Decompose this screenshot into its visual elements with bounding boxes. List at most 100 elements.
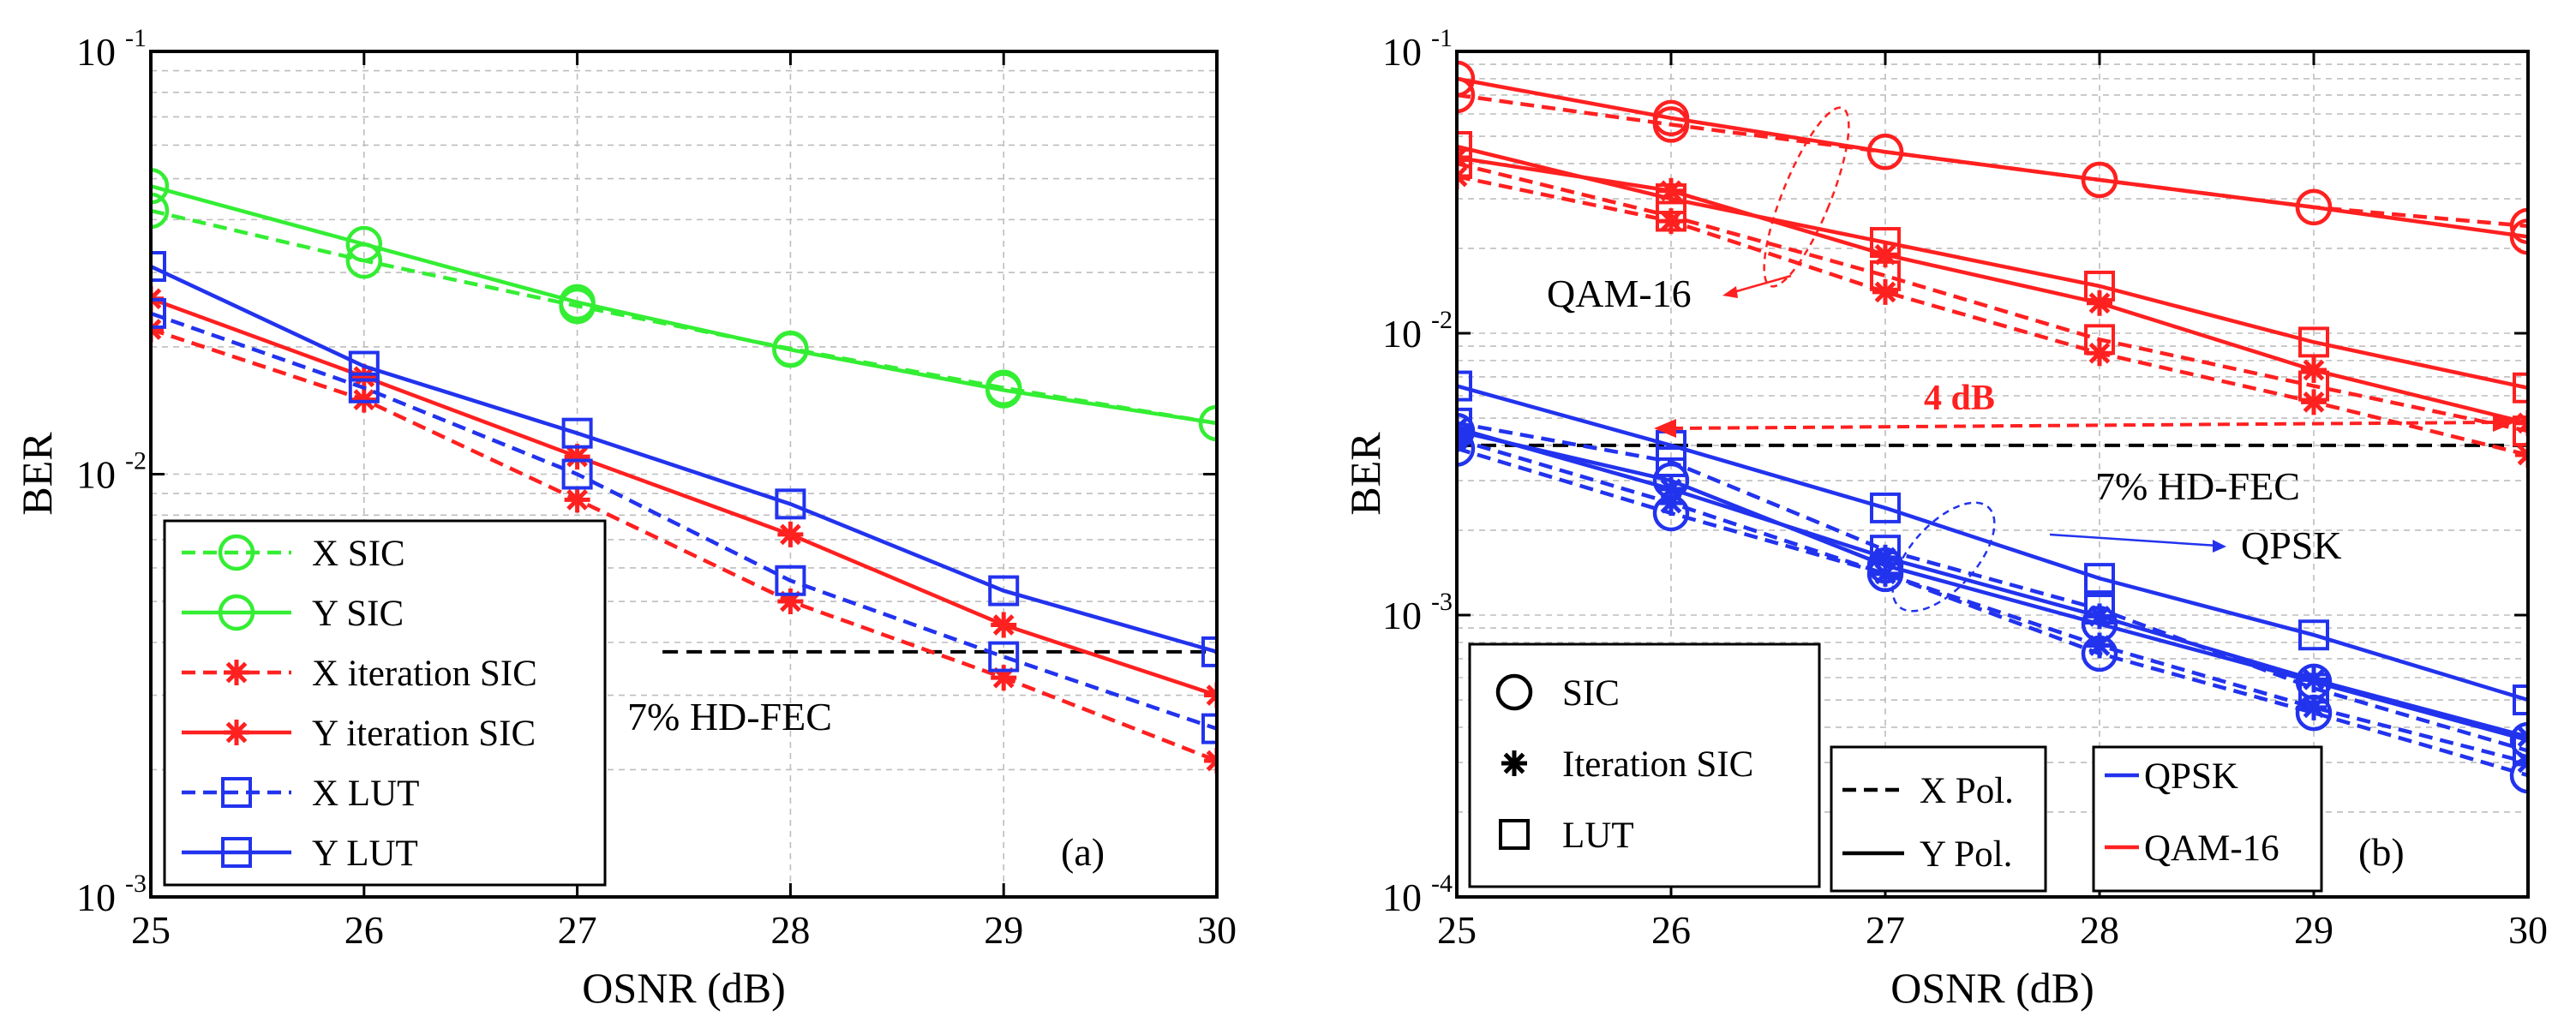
panel-b-data-point <box>2295 188 2333 226</box>
panel-b-data-point <box>2301 389 2327 415</box>
panel-b-data-point <box>2509 218 2528 255</box>
panel-b-legends: SIC Iteration SIC LUT X Pol. Y Pol. QPSK QAM-1… <box>1468 642 2323 893</box>
legend-b-marker-symbol <box>1495 673 1533 711</box>
panel-a-data-point <box>561 417 593 449</box>
panel-b-data-point <box>2513 415 2528 447</box>
panel-b-data-point <box>1658 177 1684 204</box>
panel-b-data-point <box>1457 370 1472 402</box>
panel-a-series-3 <box>151 285 1217 708</box>
panel-b-data-point <box>1457 130 1472 162</box>
panel-a-data-point <box>151 168 170 205</box>
panel-b-label: (b) <box>2358 830 2405 874</box>
panel-a-data-point <box>1201 713 1217 744</box>
legend-a-entry-label: Y iteration SIC <box>312 714 536 754</box>
legend-b-marker-label: Iteration SIC <box>1562 744 1753 785</box>
panel-b-ytick-exponent: -1 <box>1431 24 1453 52</box>
legend-b-marker-label: LUT <box>1562 816 1634 856</box>
panel-b-xtick-label: 29 <box>2294 908 2333 952</box>
legend-a-entry-label: X LUT <box>312 774 419 814</box>
panel-a-data-point <box>151 297 166 329</box>
panel-b-data-point <box>2084 563 2115 595</box>
panel-b-data-point <box>1652 99 1690 137</box>
panel-b-data-point <box>2298 326 2329 358</box>
panel-a-data-point <box>775 488 806 520</box>
panel-b-data-point <box>2513 684 2528 716</box>
panel-b-xtick-label: 28 <box>2080 908 2119 952</box>
gap-label: 4 dB <box>1924 379 1995 418</box>
panel-b-data-point <box>2298 370 2329 402</box>
panel-b-series-line <box>1457 384 2528 702</box>
panel-b-data-point <box>1872 278 1898 305</box>
gap-arrowhead-left <box>1654 419 1676 438</box>
panel-b-ytick-label: 10 <box>1382 594 1422 637</box>
panel-a-ytick-label: 10 <box>76 876 116 919</box>
panel-b-series-line <box>1457 174 2528 457</box>
panel-b-chart: 25 26 27 28 29 30 10 -4 10 -3 10 -2 10 -1 QAM-16 QPSK… <box>1341 24 2548 1012</box>
panel-b-xtick-label: 27 <box>1866 908 1905 952</box>
gap-arrowhead-right <box>2493 413 2515 432</box>
panel-b-data-point <box>1658 208 1684 235</box>
panel-b-series-line <box>1457 437 2528 765</box>
panel-b-data-point <box>1658 490 1684 517</box>
panel-b-data-point <box>1656 446 1686 478</box>
legend-b-mod-label: QAM-16 <box>2144 828 2279 869</box>
qam-label: QAM-16 <box>1547 272 1692 315</box>
panel-b-data-point <box>1870 260 1901 291</box>
qpsk-ellipse <box>1891 501 1996 613</box>
panel-b-data-point <box>2301 694 2327 720</box>
panel-a-legend-box <box>163 519 607 887</box>
panel-b-data-point <box>2301 666 2327 693</box>
panel-b-data-point <box>1457 76 1476 114</box>
panel-b-data-point <box>2513 372 2528 403</box>
panel-b-series-9 <box>1457 415 2528 750</box>
qam-ellipse <box>1763 106 1850 288</box>
panel-a-data-point <box>777 589 804 615</box>
legend-a-swatch-marker <box>221 837 252 868</box>
panel-a-series-line <box>151 184 1217 426</box>
panel-b-data-point <box>2081 161 2118 199</box>
panel-a-data-point <box>777 521 804 547</box>
panel-a-xtick-label: 29 <box>984 908 1023 952</box>
panel-a-ticks: 25 26 27 28 29 30 10 -3 10 -2 10 -1 <box>76 24 1237 952</box>
gap-arrow-line <box>1670 421 2499 430</box>
panel-b-data-point <box>2509 207 2528 245</box>
panel-b-ytick-label: 10 <box>1382 30 1422 74</box>
panel-a-data-point <box>350 386 377 413</box>
panel-b-series-line <box>1457 421 2528 753</box>
panel-b-data-point <box>1656 183 1686 215</box>
panel-a-ytick-label: 10 <box>76 30 116 74</box>
panel-b-data-point <box>1656 200 1686 232</box>
panel-b-data-point <box>1872 544 1898 571</box>
panel-a-data-point <box>348 350 380 382</box>
panel-b-data-point <box>2509 756 2528 794</box>
polarization-legend-box <box>1830 745 2047 893</box>
panel-b-series-line <box>1457 155 2528 426</box>
panel-a-data-point <box>559 284 596 321</box>
panel-b-data-point <box>1457 430 1476 467</box>
panel-b-series-1 <box>1457 60 2528 255</box>
panel-a-xtick-label: 26 <box>344 908 384 952</box>
panel-a-xtick-label: 30 <box>1197 908 1237 952</box>
panel-b-xlabel: OSNR (dB) <box>1890 964 2094 1012</box>
panel-b-xtick-label: 26 <box>1651 908 1691 952</box>
panel-b-series <box>1457 60 2528 794</box>
panel-b-data-point <box>1870 492 1901 523</box>
qpsk-pointer-arrowhead <box>2213 540 2226 553</box>
panel-b-ticks: 25 26 27 28 29 30 10 -4 10 -3 10 -2 10 -1 <box>1382 24 2548 952</box>
panel-b-ytick-label: 10 <box>1382 312 1422 356</box>
panel-a-xtick-label: 27 <box>558 908 597 952</box>
legend-b-pol-label: X Pol. <box>1920 771 2014 811</box>
qpsk-label: QPSK <box>2241 523 2342 567</box>
panel-a-series-5 <box>151 251 1217 667</box>
panel-b-annotations: QAM-16 QPSK 4 dB 7% HD-FEC <box>1547 106 2515 613</box>
panel-b-data-point <box>1872 560 1898 587</box>
panel-a-xtick-label: 25 <box>131 908 171 952</box>
panel-a-data-point <box>345 225 383 263</box>
legend-a-entry-label: Y LUT <box>312 834 418 874</box>
panel-b-data-point <box>2298 672 2329 704</box>
panel-b-data-point <box>2084 324 2115 356</box>
panel-a-data-point <box>1198 404 1217 442</box>
legend-b-mod-label: QPSK <box>2144 756 2238 797</box>
panel-b-data-point <box>2087 632 2112 659</box>
panel-b-frame <box>1455 50 2530 899</box>
